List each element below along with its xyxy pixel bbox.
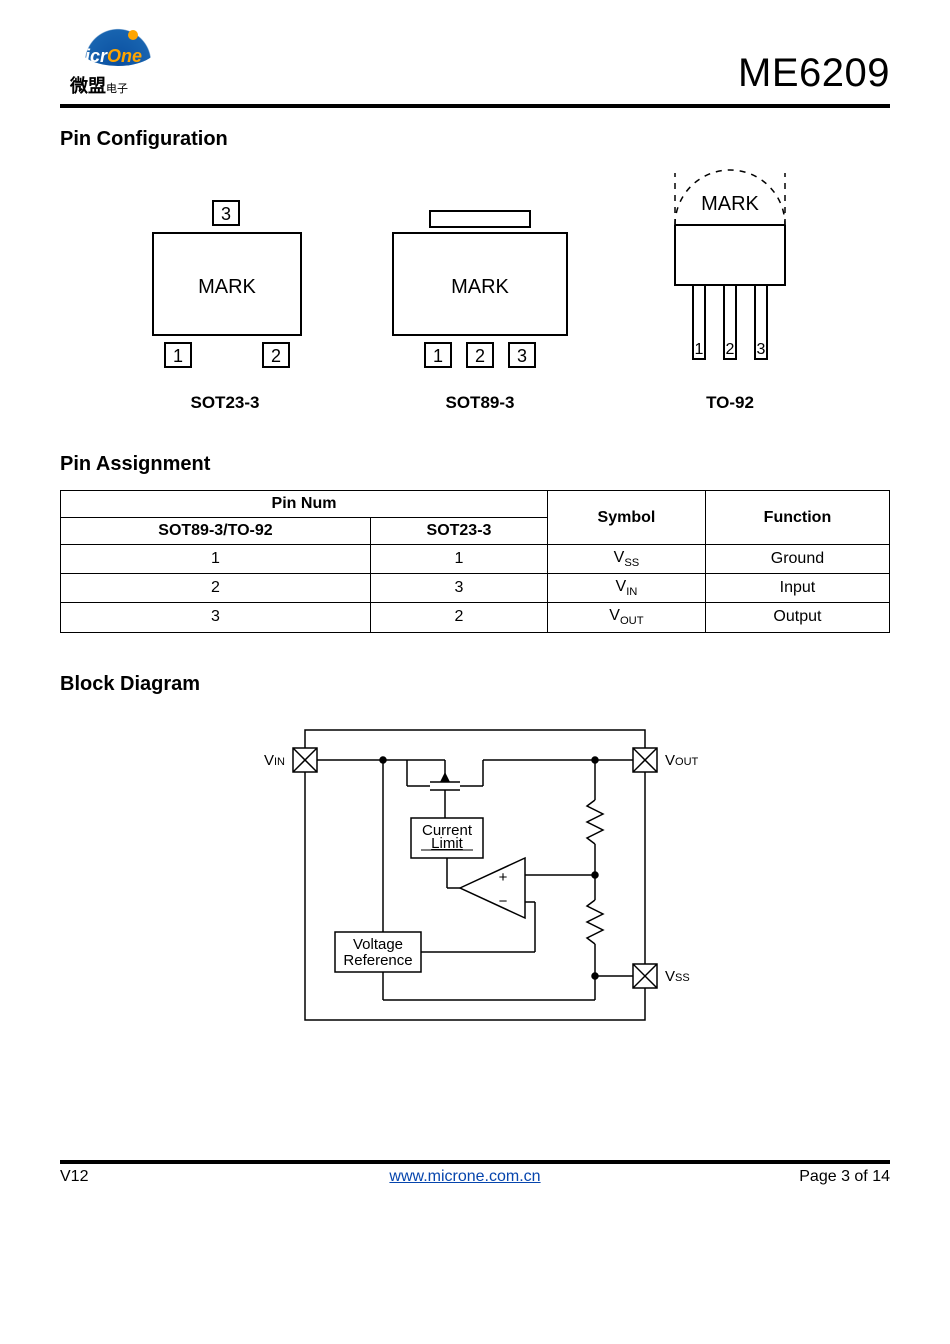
package-sot23-3: 3 MARK 1 2 SOT23-3 <box>135 195 315 413</box>
logo-accent-text: One <box>107 46 142 66</box>
svg-text:1: 1 <box>433 346 443 366</box>
part-number: ME6209 <box>738 51 890 96</box>
svg-text:2: 2 <box>726 341 735 358</box>
th-col-a: SOT89-3/TO-92 <box>61 518 371 545</box>
table-row: 2 3 VIN Input <box>61 574 890 603</box>
th-symbol: Symbol <box>548 491 706 545</box>
footer-rule <box>60 1160 890 1164</box>
logo-cn-bold: 微盟 <box>70 76 106 96</box>
logo-main-text: Micr <box>70 46 107 66</box>
package-label-sot23-3: SOT23-3 <box>191 393 260 413</box>
mark-text: MARK <box>198 276 256 298</box>
svg-text:Limit: Limit <box>431 835 464 852</box>
svg-text:MARK: MARK <box>451 276 509 298</box>
logo-cn-small: 电子 <box>106 83 128 95</box>
svg-text:MARK: MARK <box>701 193 759 215</box>
package-sot89-3: MARK 1 2 3 SOT89-3 <box>375 195 585 413</box>
page-footer: V12 www.microne.com.cn Page 3 of 14 <box>60 1160 890 1186</box>
page-header: MicrOne 微盟电子 ME6209 <box>60 24 890 96</box>
table-row: 1 1 VSS Ground <box>61 545 890 574</box>
package-to92: MARK 1 2 3 TO-92 <box>645 165 815 413</box>
footer-page: Page 3 of 14 <box>750 1168 890 1186</box>
th-col-b: SOT23-3 <box>370 518 547 545</box>
svg-text:3: 3 <box>517 346 527 366</box>
svg-text:VOUT: VOUT <box>665 752 699 769</box>
company-logo: MicrOne 微盟电子 <box>60 24 180 96</box>
svg-text:3: 3 <box>221 204 231 224</box>
svg-text:VIN: VIN <box>264 752 285 769</box>
svg-text:Reference: Reference <box>343 952 412 969</box>
table-row: 3 2 VOUT Output <box>61 603 890 632</box>
section-title-pinassign: Pin Assignment <box>60 453 890 476</box>
footer-version: V12 <box>60 1168 180 1186</box>
svg-text:VSS: VSS <box>665 968 690 985</box>
block-diagram: VIN VOUT VSS <box>60 710 890 1040</box>
svg-text:+: + <box>499 869 508 886</box>
th-function: Function <box>705 491 889 545</box>
section-title-pinconfig: Pin Configuration <box>60 128 890 151</box>
footer-url-link[interactable]: www.microne.com.cn <box>389 1168 540 1186</box>
svg-text:−: − <box>499 893 508 910</box>
section-title-blockdiag: Block Diagram <box>60 673 890 696</box>
svg-text:1: 1 <box>695 341 704 358</box>
pin-assignment-table: Pin Num Symbol Function SOT89-3/TO-92 SO… <box>60 490 890 633</box>
svg-text:3: 3 <box>757 341 766 358</box>
svg-text:Voltage: Voltage <box>353 936 403 953</box>
svg-text:1: 1 <box>173 346 183 366</box>
svg-text:2: 2 <box>271 346 281 366</box>
package-label-sot89-3: SOT89-3 <box>446 393 515 413</box>
header-rule <box>60 104 890 108</box>
pin-config-diagrams: 3 MARK 1 2 SOT23-3 MARK 1 <box>60 165 890 413</box>
th-pinnum: Pin Num <box>61 491 548 518</box>
svg-text:2: 2 <box>475 346 485 366</box>
package-label-to92: TO-92 <box>706 393 754 413</box>
pin-table-body: 1 1 VSS Ground 2 3 VIN Input 3 2 VOUT Ou… <box>61 545 890 633</box>
